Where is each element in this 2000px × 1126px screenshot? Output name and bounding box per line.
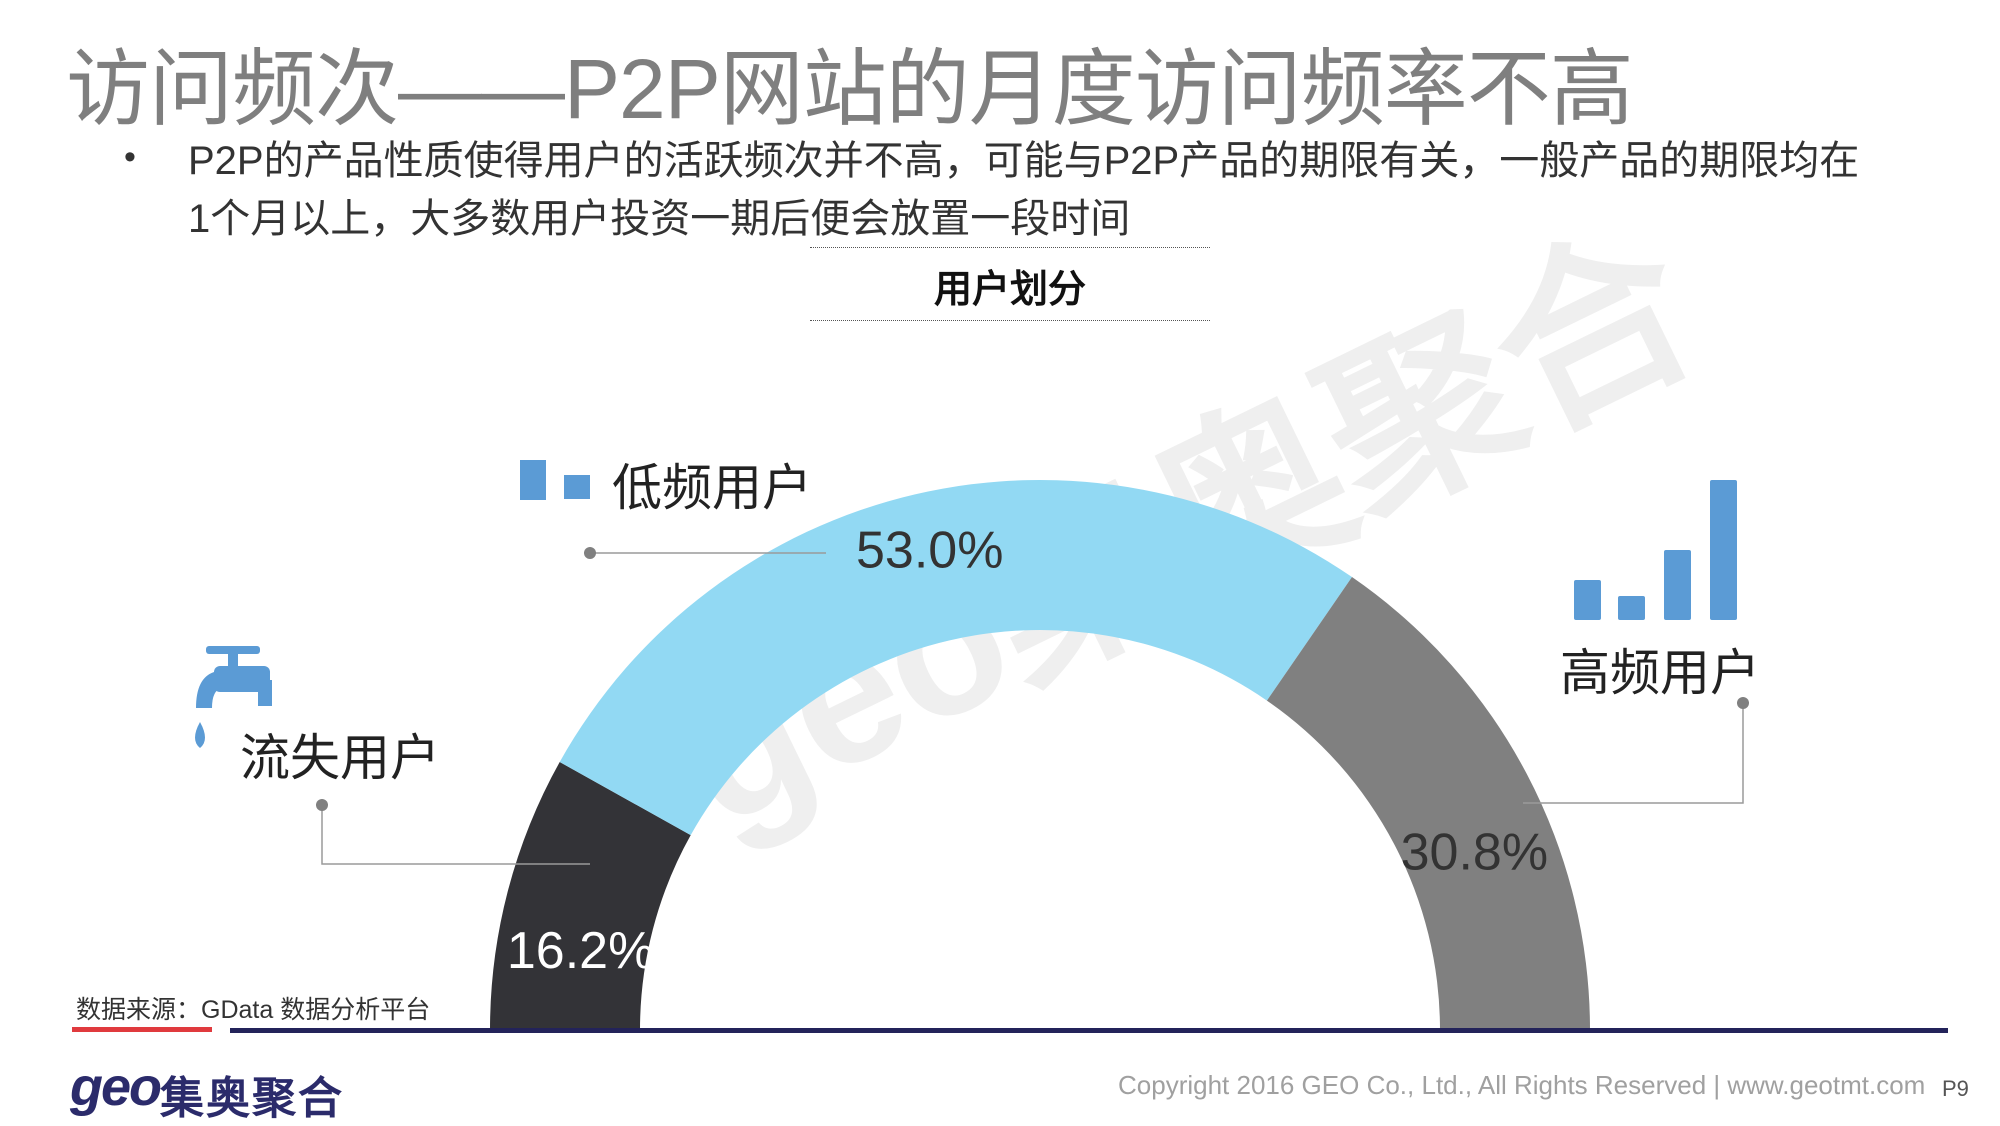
low-bars-icon	[520, 460, 590, 500]
footer-rule	[230, 1028, 1948, 1033]
category-label-2: 高频用户	[1560, 645, 1760, 701]
rising-bars-icon	[1574, 480, 1737, 620]
leader-dot-2	[1737, 697, 1749, 709]
leader-dot-1	[584, 547, 596, 559]
arc-segment-2	[1266, 577, 1590, 1030]
leader-dot-0	[316, 799, 328, 811]
data-source: 数据来源：GData 数据分析平台	[76, 996, 431, 1024]
bullet-marker: •	[124, 138, 136, 176]
pct-label-2: 30.8%	[1401, 823, 1548, 881]
chart-leader-lines	[316, 547, 1749, 865]
pct-label-0: 16.2%	[507, 922, 654, 980]
source-underline	[72, 1027, 212, 1032]
leader-line-2	[1523, 703, 1744, 804]
bullet-text: P2P的产品性质使得用户的活跃频次并不高，可能与P2P产品的期限有关，一般产品的…	[188, 139, 1860, 241]
chart-arcs	[490, 479, 1590, 1030]
leader-line-0	[321, 805, 590, 865]
page-title: 访问频次——P2P网站的月度访问频率不高	[66, 42, 1634, 136]
subtitle-top-rule	[810, 247, 1210, 248]
faucet-icon	[195, 646, 272, 748]
chart-title: 用户划分	[933, 269, 1086, 311]
arc-segment-1	[559, 479, 1352, 836]
page-number: P9	[1942, 1076, 1969, 1101]
subtitle-bottom-rule	[810, 320, 1210, 321]
chart-icons	[195, 460, 1737, 748]
logo-cn: 集奥聚合	[160, 1074, 344, 1123]
logo-geo: geo	[70, 1057, 162, 1117]
arc-segment-0	[490, 762, 691, 1030]
pct-label-1: 53.0%	[856, 522, 1003, 580]
category-label-0: 流失用户	[240, 730, 440, 786]
copyright-text: Copyright 2016 GEO Co., Ltd., All Rights…	[1118, 1070, 1926, 1100]
category-label-1: 低频用户	[612, 460, 812, 516]
